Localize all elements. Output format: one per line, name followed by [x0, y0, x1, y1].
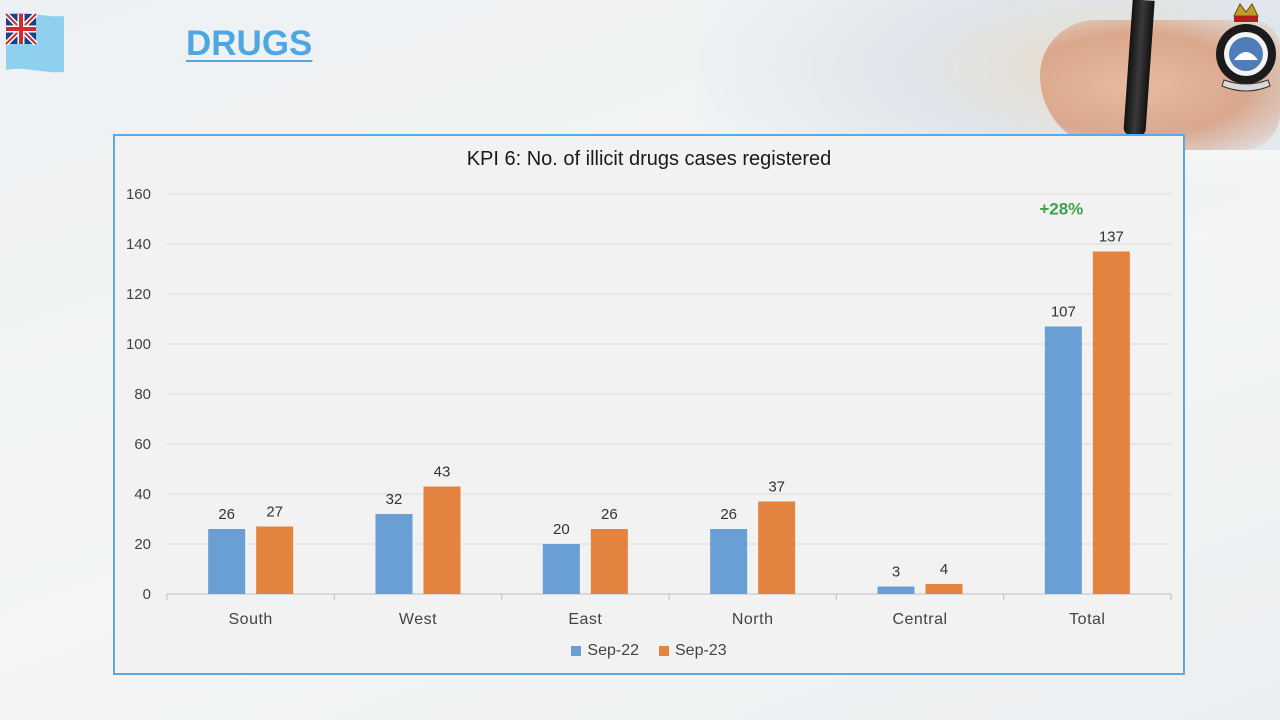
bar-sep-23	[1092, 251, 1130, 594]
legend-item-sep-22: Sep-22	[571, 642, 639, 660]
data-label: 137	[1099, 229, 1124, 246]
bar-sep-23	[758, 501, 796, 594]
x-tick-label: East	[568, 611, 602, 628]
bar-sep-23	[423, 486, 461, 594]
bar-sep-23	[925, 584, 963, 594]
y-tick-label: 140	[126, 236, 151, 253]
data-label: 20	[553, 521, 570, 538]
legend-swatch	[571, 646, 582, 656]
data-label: 37	[768, 479, 785, 496]
y-tick-label: 0	[143, 586, 151, 603]
chart-title: KPI 6: No. of illicit drugs cases regist…	[466, 148, 832, 170]
y-tick-label: 160	[126, 186, 151, 203]
change-annotation: +28%	[1039, 200, 1083, 219]
bar-sep-22	[877, 586, 915, 594]
data-label: 26	[218, 506, 235, 523]
page-title: DRUGS	[186, 24, 313, 63]
data-label: 26	[601, 506, 618, 523]
y-tick-label: 40	[134, 486, 151, 503]
legend-label: Sep-22	[587, 642, 639, 659]
bar-sep-22	[1044, 326, 1082, 594]
bar-sep-23	[256, 526, 294, 594]
data-label: 107	[1051, 304, 1076, 321]
x-tick-label: West	[399, 611, 437, 628]
x-tick-label: Total	[1069, 611, 1105, 628]
bar-sep-22	[208, 529, 246, 594]
legend-label: Sep-23	[675, 642, 727, 659]
legend-item-sep-23: Sep-23	[659, 642, 727, 660]
y-tick-label: 80	[134, 386, 151, 403]
x-tick-label: Central	[892, 611, 947, 628]
police-emblem-icon	[1216, 3, 1276, 92]
data-label: 3	[892, 564, 900, 581]
chart-panel: KPI 6: No. of illicit drugs cases regist…	[113, 134, 1185, 675]
bar-sep-22	[710, 529, 748, 594]
data-label: 4	[940, 561, 948, 578]
data-label: 43	[434, 464, 451, 481]
y-tick-label: 20	[134, 536, 151, 553]
fiji-flag-icon	[4, 12, 64, 73]
data-label: 27	[266, 504, 283, 521]
x-tick-label: North	[732, 611, 774, 628]
x-tick-label: South	[229, 611, 273, 628]
y-tick-label: 60	[134, 436, 151, 453]
bar-sep-23	[590, 529, 628, 594]
data-label: 32	[386, 491, 403, 508]
bar-sep-22	[542, 544, 580, 594]
y-tick-label: 120	[126, 286, 151, 303]
chart-legend: Sep-22 Sep-23	[115, 642, 1183, 660]
data-label: 26	[720, 506, 737, 523]
bar-sep-22	[375, 514, 413, 594]
y-tick-label: 100	[126, 336, 151, 353]
legend-swatch	[659, 646, 669, 656]
